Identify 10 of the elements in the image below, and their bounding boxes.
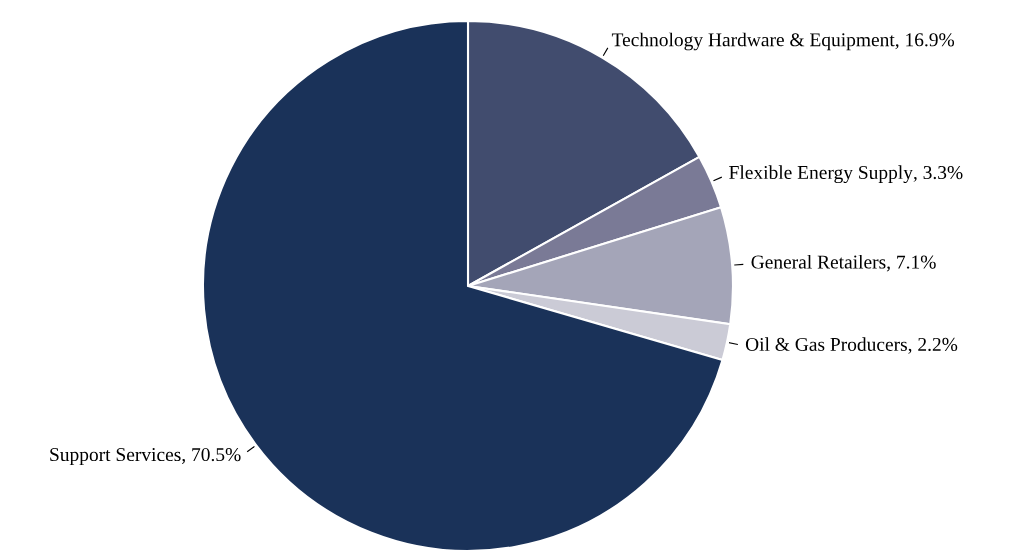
slice-label: Flexible Energy Supply bbox=[729, 165, 913, 184]
data-label: , 16.9% bbox=[895, 33, 955, 50]
data-label: , 70.5% bbox=[182, 447, 241, 464]
slice-label: Technology Hardware & Equipment bbox=[611, 32, 895, 51]
data-label: , 7.1% bbox=[886, 255, 936, 272]
slice-label: General Retailers bbox=[751, 254, 886, 269]
slice-label: Support Services bbox=[50, 448, 181, 466]
data-label: , 2.2% bbox=[908, 337, 958, 354]
slice-label: Oil & Gas Producers bbox=[745, 337, 907, 351]
data-label: , 3.3% bbox=[913, 165, 963, 182]
